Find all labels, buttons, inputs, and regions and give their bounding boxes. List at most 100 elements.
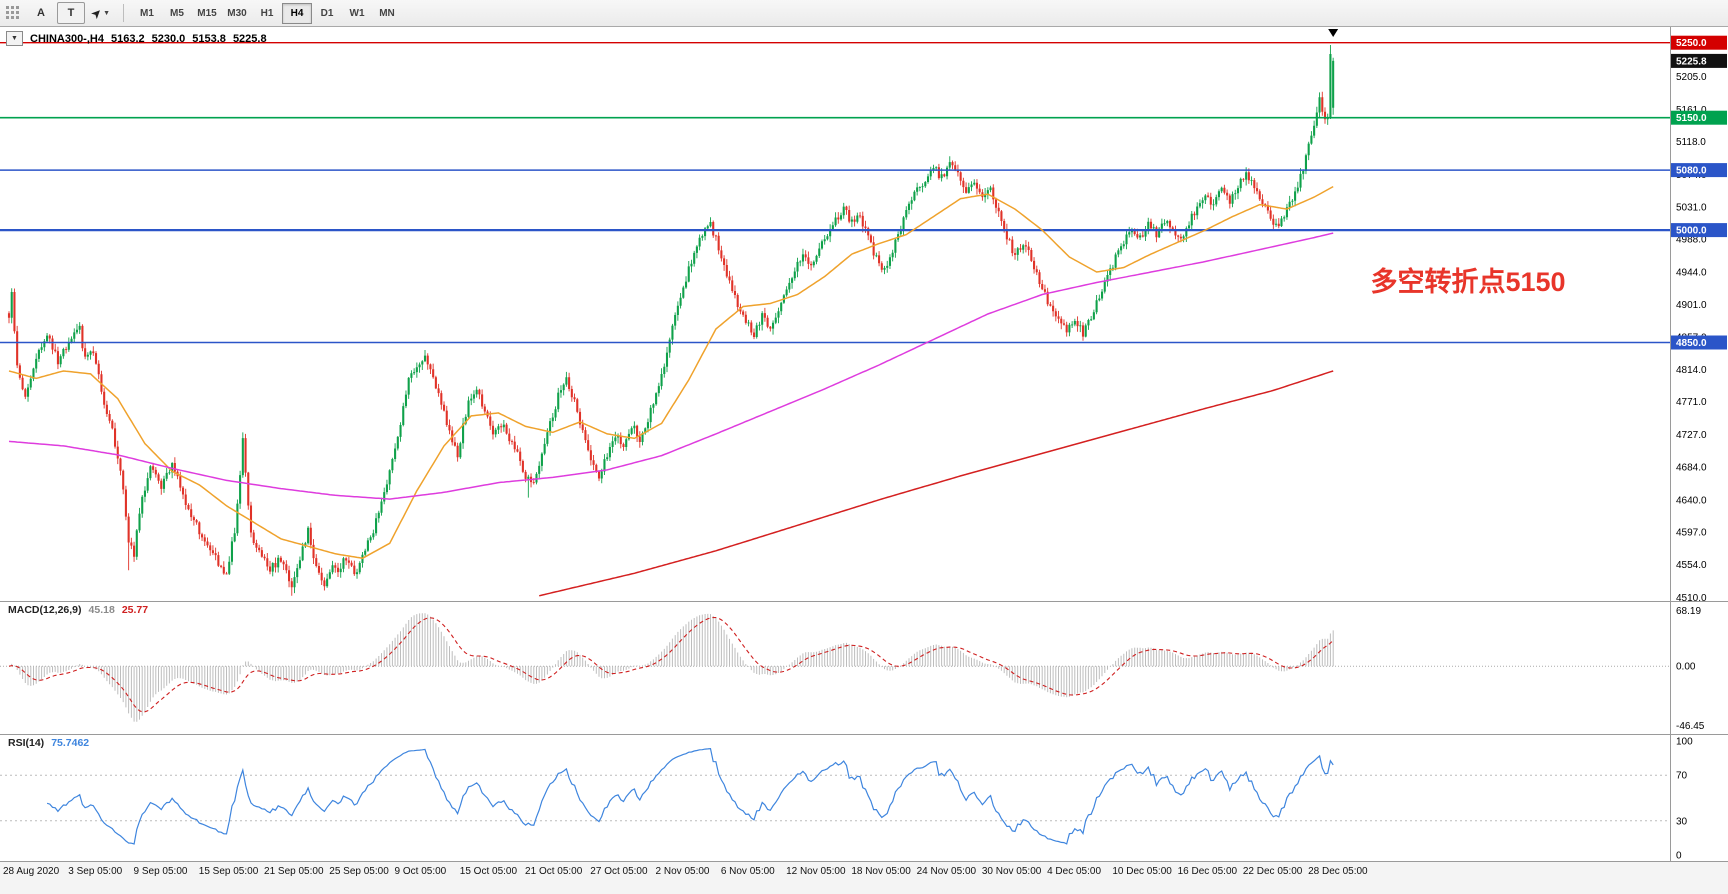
arrow-cursor-icon: ➤ <box>89 5 105 21</box>
text-tool-button[interactable]: T <box>57 2 85 24</box>
macd-signal-line <box>8 616 1334 713</box>
time-axis[interactable]: 28 Aug 2020 3 Sep 05:00 9 Sep 05:00 15 Sep … <box>0 861 1728 894</box>
price-tick: 4510.0 <box>1676 593 1707 604</box>
macd-tick-bottom: -46.45 <box>1676 721 1705 732</box>
symbol-title: CHINA300-,H4 <box>30 32 104 45</box>
timeframe-mn-button[interactable]: MN <box>379 7 395 19</box>
toolbar-grip-icon[interactable] <box>4 4 22 22</box>
price-tick: 4640.0 <box>1676 495 1707 506</box>
macd-signal-value: 25.77 <box>121 604 149 616</box>
current-price-badge-text: 5225.8 <box>1676 56 1707 67</box>
timeframe-m30-button[interactable]: M30 <box>227 7 247 19</box>
arrow-text-tool-button[interactable]: A <box>37 7 45 19</box>
price-tick: 5031.0 <box>1676 202 1707 213</box>
time-label: 27 Oct 05:00 <box>590 866 648 877</box>
time-label: 12 Nov 05:00 <box>786 866 846 877</box>
level-badge-5080.0 <box>1671 163 1727 178</box>
timeframe-m5-button[interactable]: M5 <box>170 7 184 19</box>
price-tick: 5161.0 <box>1676 105 1707 116</box>
timeframe-w1-button[interactable]: W1 <box>349 7 365 19</box>
macd-histogram <box>11 613 1334 722</box>
price-tick: 4771.0 <box>1676 397 1707 408</box>
macd-name: MACD(12,26,9) <box>8 604 82 616</box>
level-badge-5250.0-text: 5250.0 <box>1676 38 1707 49</box>
ohlc-close: 5225.8 <box>232 32 267 45</box>
level-badge-5150.0-text: 5150.0 <box>1676 113 1707 124</box>
macd-main-value: 45.18 <box>88 604 115 616</box>
ema-fast-line <box>8 185 1334 560</box>
level-badge-4850.0-text: 4850.0 <box>1676 338 1707 349</box>
toolbar-separator <box>123 4 124 22</box>
time-label: 10 Dec 05:00 <box>1112 866 1172 877</box>
level-badge-5250.0 <box>1671 35 1727 50</box>
timeframe-h1-button[interactable]: H1 <box>260 7 274 19</box>
rsi-line <box>46 747 1334 845</box>
time-label: 15 Sep 05:00 <box>198 866 259 877</box>
ohlc-high: 5230.0 <box>151 32 186 45</box>
timeframe-m1-button[interactable]: M1 <box>140 7 154 19</box>
price-tick: 4597.0 <box>1676 528 1707 539</box>
rsi-label: RSI(14) 75.7462 <box>8 737 89 749</box>
current-price-badge <box>1671 53 1727 68</box>
price-tick: 4901.0 <box>1676 300 1707 311</box>
macd-tick-top: 68.19 <box>1676 606 1701 617</box>
timeframe-toolbar: M1 M5 M15 M30 H1 H4 D1 W1 MN <box>132 2 402 24</box>
time-label: 6 Nov 05:00 <box>720 866 775 877</box>
ohlc-low: 5153.8 <box>192 32 226 45</box>
rsi-tick: 100 <box>1676 737 1693 748</box>
chevron-down-icon: ▼ <box>103 9 111 17</box>
toolbar: A T ➤ ▼ M1 M5 M15 M30 H1 H4 D1 W1 MN <box>0 0 1728 27</box>
time-label: 30 Nov 05:00 <box>981 866 1042 877</box>
time-label: 18 Nov 05:00 <box>851 866 911 877</box>
chart-annotation-text[interactable]: 多空转折点5150 <box>1370 267 1566 297</box>
price-tick: 4684.0 <box>1676 462 1707 473</box>
time-label: 22 Dec 05:00 <box>1242 866 1303 877</box>
timeframe-h4-button[interactable]: H4 <box>282 2 312 24</box>
symbol-dropdown-button[interactable]: ▼ <box>6 31 23 46</box>
time-label: 28 Aug 2020 <box>3 866 60 877</box>
time-label: 21 Sep 05:00 <box>264 866 324 877</box>
down-candle-wicks <box>8 91 1326 596</box>
level-badge-5000.0-text: 5000.0 <box>1676 226 1707 237</box>
time-label: 4 Dec 05:00 <box>1047 866 1102 877</box>
down-candle-bodies <box>7 97 1327 588</box>
timeframe-d1-button[interactable]: D1 <box>320 7 334 19</box>
ema-mid-line <box>8 232 1334 500</box>
price-tick: 4988.0 <box>1676 235 1707 246</box>
time-label: 21 Oct 05:00 <box>525 866 583 877</box>
price-tick: 4944.0 <box>1676 268 1707 279</box>
chart-shift-marker[interactable] <box>1328 29 1339 37</box>
time-label: 25 Sep 05:00 <box>329 866 389 877</box>
level-badge-5000.0 <box>1671 223 1727 238</box>
time-label: 16 Dec 05:00 <box>1177 866 1238 877</box>
time-label: 9 Oct 05:00 <box>394 866 447 877</box>
up-candle-bodies <box>10 54 1335 588</box>
price-tick: 4727.0 <box>1676 430 1707 441</box>
price-tick: 4814.0 <box>1676 365 1707 376</box>
level-badge-4850.0 <box>1671 335 1727 350</box>
price-tick: 5118.0 <box>1676 137 1706 148</box>
ohlc-open: 5163.2 <box>110 32 145 45</box>
timeframe-m15-button[interactable]: M15 <box>197 7 217 19</box>
time-label: 15 Oct 05:00 <box>459 866 518 877</box>
time-label: 2 Nov 05:00 <box>655 866 710 877</box>
time-label: 9 Sep 05:00 <box>133 866 188 877</box>
time-label: 28 Dec 05:00 <box>1308 866 1368 877</box>
rsi-tick: 0 <box>1676 851 1682 862</box>
macd-tick-zero: 0.00 <box>1676 662 1696 673</box>
rsi-name: RSI(14) <box>8 737 45 749</box>
time-label: 24 Nov 05:00 <box>916 866 977 877</box>
up-candle-wicks <box>11 45 1334 594</box>
cursor-tool-dropdown[interactable]: ➤ ▼ <box>87 2 115 24</box>
rsi-value: 75.7462 <box>51 737 90 749</box>
rsi-tick: 30 <box>1676 816 1688 827</box>
time-label: 3 Sep 05:00 <box>68 866 123 877</box>
price-tick: 5205.0 <box>1676 72 1707 83</box>
ema-slow-line <box>539 370 1334 597</box>
symbol-header: ▼ CHINA300-,H4 5163.2 5230.0 5153.8 5225… <box>6 31 267 46</box>
price-tick: 4554.0 <box>1676 560 1707 571</box>
level-badge-5150.0 <box>1671 110 1727 125</box>
rsi-tick: 70 <box>1676 771 1688 782</box>
